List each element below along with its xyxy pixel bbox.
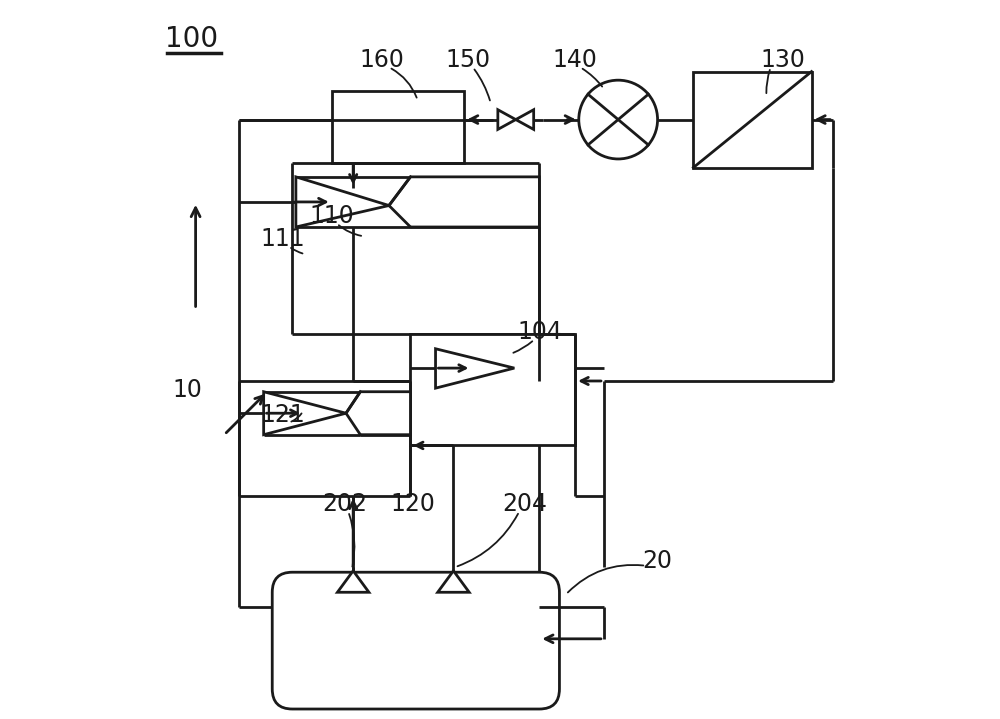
Polygon shape xyxy=(346,392,410,435)
Text: 150: 150 xyxy=(445,48,490,72)
Text: 20: 20 xyxy=(643,549,673,574)
Text: 120: 120 xyxy=(390,493,435,516)
Text: 100: 100 xyxy=(165,24,219,52)
Polygon shape xyxy=(389,177,539,227)
Polygon shape xyxy=(436,349,514,388)
Bar xyxy=(410,334,575,446)
Text: 204: 204 xyxy=(502,493,547,516)
Bar xyxy=(693,72,812,168)
Polygon shape xyxy=(337,571,369,592)
Text: 202: 202 xyxy=(322,493,367,516)
FancyBboxPatch shape xyxy=(272,572,559,709)
Text: 160: 160 xyxy=(359,48,404,72)
Polygon shape xyxy=(498,110,516,129)
Text: 121: 121 xyxy=(261,403,305,427)
Polygon shape xyxy=(438,571,469,592)
Text: 104: 104 xyxy=(517,320,562,344)
Text: 110: 110 xyxy=(309,204,354,228)
Text: 111: 111 xyxy=(261,227,305,251)
Polygon shape xyxy=(296,177,389,227)
Polygon shape xyxy=(264,392,346,435)
Text: 10: 10 xyxy=(172,378,202,403)
Text: 140: 140 xyxy=(553,48,598,72)
Bar xyxy=(332,91,464,162)
Polygon shape xyxy=(516,110,534,129)
Circle shape xyxy=(579,81,658,159)
Text: 130: 130 xyxy=(760,48,805,72)
